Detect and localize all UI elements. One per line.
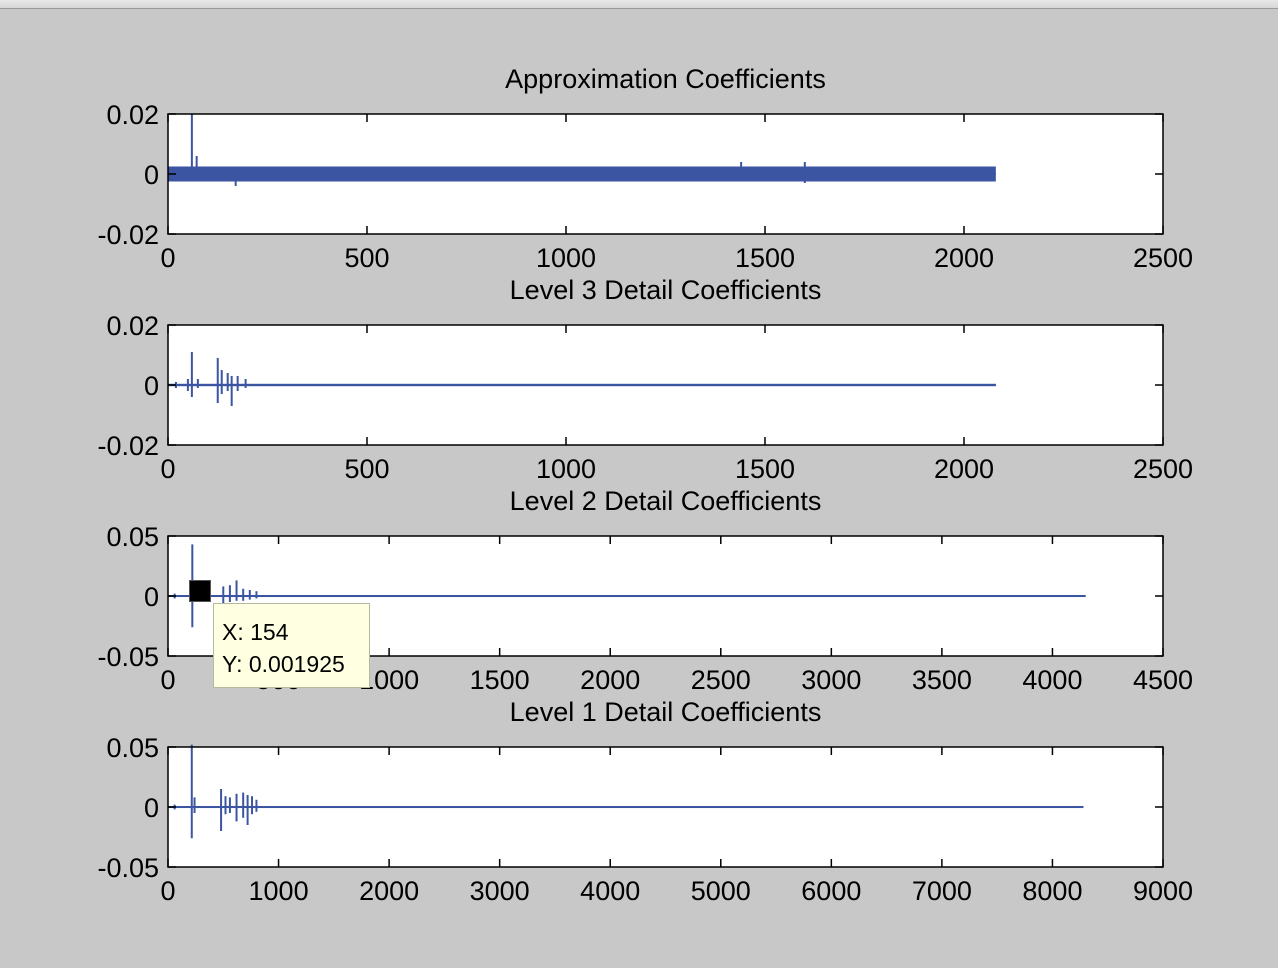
- axes-title: Level 1 Detail Coefficients: [510, 697, 822, 727]
- x-tick-label: 4000: [1022, 665, 1082, 695]
- x-tick-label: 3000: [801, 665, 861, 695]
- x-tick-label: 0: [160, 243, 175, 273]
- y-tick-label: 0: [144, 160, 159, 190]
- y-tick-label: -0.05: [97, 642, 159, 672]
- x-tick-label: 1500: [735, 454, 795, 484]
- x-tick-label: 2500: [1133, 454, 1193, 484]
- y-tick-label: -0.05: [97, 853, 159, 883]
- axes-title: Level 3 Detail Coefficients: [510, 275, 822, 305]
- x-tick-label: 3500: [912, 665, 972, 695]
- axes-title: Level 2 Detail Coefficients: [510, 486, 822, 516]
- y-tick-label: -0.02: [97, 431, 159, 461]
- subplot-2: Level 3 Detail Coefficients 0 500 1000 1500 2…: [97, 275, 1193, 484]
- data-series: [168, 744, 1084, 839]
- window-top-edge: [0, 0, 1280, 9]
- x-tick-label: 500: [344, 243, 389, 273]
- y-tick-label: 0: [144, 371, 159, 401]
- x-tick-label: 0: [160, 665, 175, 695]
- window-right-edge: [1278, 0, 1280, 970]
- x-tick-label: 1000: [536, 454, 596, 484]
- x-tick-label: 9000: [1133, 876, 1193, 906]
- subplot-3: Level 2 Detail Coefficients0500100015002…: [97, 486, 1193, 695]
- window-bottom-edge: [0, 968, 1280, 970]
- datatip-x-text: X: 154: [222, 619, 289, 645]
- axes-title: Approximation Coefficients: [505, 64, 826, 94]
- subplot-1: Approximation Coefficients 0 500 1000 1500 20…: [97, 64, 1193, 273]
- y-tick-label: 0.05: [106, 522, 159, 552]
- subplot-4: Level 1 Detail Coefficients 0 1000 2000 3000…: [97, 697, 1193, 906]
- y-tick-label: 0: [144, 793, 159, 823]
- y-tick-label: 0.05: [106, 733, 159, 763]
- x-tick-label: 7000: [912, 876, 972, 906]
- x-tick-label: 2000: [359, 876, 419, 906]
- x-tick-label: 0: [160, 876, 175, 906]
- y-tick-label: -0.02: [97, 220, 159, 250]
- x-tick-label: 4500: [1133, 665, 1193, 695]
- x-tick-label: 1500: [470, 665, 530, 695]
- y-tick-label: 0.02: [106, 100, 159, 130]
- x-tick-label: 2500: [691, 665, 751, 695]
- datatip-marker[interactable]: [189, 580, 211, 602]
- x-tick-label: 5000: [691, 876, 751, 906]
- data-series: [168, 352, 996, 406]
- x-tick-label: 2500: [1133, 243, 1193, 273]
- x-tick-label: 1000: [536, 243, 596, 273]
- data-series: [168, 114, 996, 186]
- y-tick-label: 0.02: [106, 311, 159, 341]
- x-tick-label: 2000: [934, 243, 994, 273]
- x-tick-label: 2000: [580, 665, 640, 695]
- datatip-y-text: Y: 0.001925: [222, 651, 345, 677]
- y-tick-label: 0: [144, 582, 159, 612]
- x-tick-label: 2000: [934, 454, 994, 484]
- datatip[interactable]: X: 154 Y: 0.001925: [213, 603, 370, 688]
- x-tick-label: 3000: [470, 876, 530, 906]
- x-tick-label: 1000: [249, 876, 309, 906]
- x-tick-label: 8000: [1022, 876, 1082, 906]
- x-tick-label: 500: [344, 454, 389, 484]
- x-tick-label: 0: [160, 454, 175, 484]
- x-tick-label: 4000: [580, 876, 640, 906]
- x-tick-label: 6000: [801, 876, 861, 906]
- x-tick-label: 1500: [735, 243, 795, 273]
